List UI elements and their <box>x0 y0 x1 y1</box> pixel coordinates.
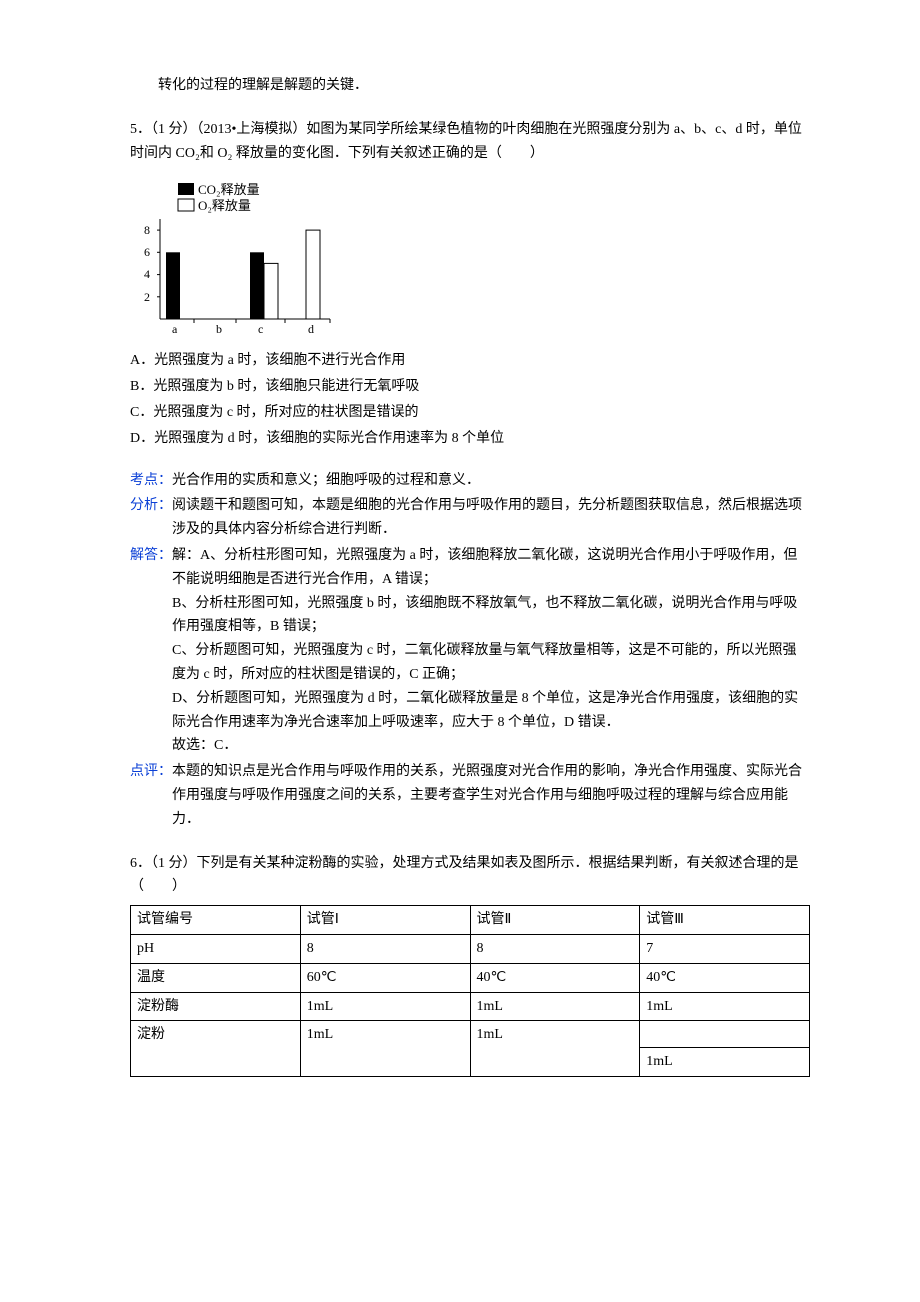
kaodian-body: 光合作用的实质和意义；细胞呼吸的过程和意义． <box>172 469 810 493</box>
cell: 8 <box>470 934 640 963</box>
q5-option-a: A．光照强度为 a 时，该细胞不进行光合作用 <box>130 349 810 373</box>
legend-swatch-co2 <box>178 183 194 195</box>
cell: 1mL <box>470 1021 640 1077</box>
prev-fragment: 转化的过程的理解是解题的关键． <box>130 74 810 98</box>
q5-dianping: 点评： 本题的知识点是光合作用与呼吸作用的关系，光照强度对光合作用的影响，净光合… <box>130 760 810 831</box>
fenxi-body: 阅读题干和题图可知，本题是细胞的光合作用与呼吸作用的题目，先分析题图获取信息，然… <box>172 494 810 542</box>
q5-jieda: 解答： 解：A、分析柱形图可知，光照强度为 a 时，该细胞释放二氧化碳，这说明光… <box>130 544 810 758</box>
cell: 淀粉 <box>131 1021 301 1077</box>
th-3: 试管Ⅲ <box>640 906 810 935</box>
table-row-header: 试管编号 试管Ⅰ 试管Ⅱ 试管Ⅲ <box>131 906 810 935</box>
q5-option-d: D．光照强度为 d 时，该细胞的实际光合作用速率为 8 个单位 <box>130 427 810 451</box>
cell: 1mL <box>640 1048 810 1077</box>
cell: 8 <box>300 934 470 963</box>
cell: 1mL <box>300 1021 470 1077</box>
q6-table-wrap: 试管编号 试管Ⅰ 试管Ⅱ 试管Ⅲ pH 8 8 7 温度 60℃ 40℃ 40℃ <box>130 905 810 1077</box>
table-row: 温度 60℃ 40℃ 40℃ <box>131 963 810 992</box>
cell: 40℃ <box>470 963 640 992</box>
cell: 1mL <box>300 992 470 1021</box>
cell: 淀粉酶 <box>131 992 301 1021</box>
q5-options: A．光照强度为 a 时，该细胞不进行光合作用 B．光照强度为 b 时，该细胞只能… <box>130 349 810 450</box>
question-5: 5．（1 分）（2013•上海模拟）如图为某同学所绘某绿色植物的叶肉细胞在光照强… <box>130 118 810 832</box>
q6-table: 试管编号 试管Ⅰ 试管Ⅱ 试管Ⅲ pH 8 8 7 温度 60℃ 40℃ 40℃ <box>130 905 810 1077</box>
cell: 1mL <box>640 992 810 1021</box>
jieda-line-2: C、分析题图可知，光照强度为 c 时，二氧化碳释放量与氧气释放量相等，这是不可能… <box>172 643 797 682</box>
cell <box>640 1021 810 1048</box>
cell: 温度 <box>131 963 301 992</box>
legend-label-o2: O₂释放量 <box>198 198 251 213</box>
bar-c-co2 <box>250 253 264 320</box>
table-row: 淀粉 1mL 1mL <box>131 1021 810 1048</box>
y-ticks: 2 4 6 8 <box>144 223 160 304</box>
ytick-6: 6 <box>144 245 150 259</box>
cell: 1mL <box>470 992 640 1021</box>
bar-c-o2 <box>264 264 278 320</box>
q5-kaodian: 考点： 光合作用的实质和意义；细胞呼吸的过程和意义． <box>130 469 810 493</box>
question-6: 6．（1 分）下列是有关某种淀粉酶的实验，处理方式及结果如表及图所示．根据结果判… <box>130 852 810 1078</box>
ytick-8: 8 <box>144 223 150 237</box>
q5-option-b: B．光照强度为 b 时，该细胞只能进行无氧呼吸 <box>130 375 810 399</box>
jieda-label: 解答： <box>130 544 172 758</box>
cell: pH <box>131 934 301 963</box>
jieda-line-3: D、分析题图可知，光照强度为 d 时，二氧化碳释放量是 8 个单位，这是净光合作… <box>172 691 798 730</box>
th-0: 试管编号 <box>131 906 301 935</box>
question-6-stem: 6．（1 分）下列是有关某种淀粉酶的实验，处理方式及结果如表及图所示．根据结果判… <box>130 852 810 900</box>
ytick-2: 2 <box>144 290 150 304</box>
table-row: 淀粉酶 1mL 1mL 1mL <box>131 992 810 1021</box>
fenxi-label: 分析： <box>130 494 172 542</box>
legend-swatch-o2 <box>178 199 194 211</box>
xcat-a: a <box>172 322 178 336</box>
bar-a-co2 <box>166 253 180 320</box>
spacer <box>130 453 810 467</box>
cell: 7 <box>640 934 810 963</box>
legend-label-co2: CO₂释放量 <box>198 182 260 197</box>
q5-chart: CO₂释放量 O₂释放量 2 4 6 8 <box>130 179 810 339</box>
jieda-line-1: B、分析柱形图可知，光照强度 b 时，该细胞既不释放氧气，也不释放二氧化碳，说明… <box>172 596 797 635</box>
dianping-body: 本题的知识点是光合作用与呼吸作用的关系，光照强度对光合作用的影响，净光合作用强度… <box>172 760 810 831</box>
bar-d-o2 <box>306 230 320 319</box>
q5-option-c: C．光照强度为 c 时，所对应的柱状图是错误的 <box>130 401 810 425</box>
table-row: pH 8 8 7 <box>131 934 810 963</box>
xcat-c: c <box>258 322 263 336</box>
cell: 60℃ <box>300 963 470 992</box>
jieda-line-0: 解：A、分析柱形图可知，光照强度为 a 时，该细胞释放二氧化碳，这说明光合作用小… <box>172 548 797 587</box>
th-1: 试管Ⅰ <box>300 906 470 935</box>
q5-fenxi: 分析： 阅读题干和题图可知，本题是细胞的光合作用与呼吸作用的题目，先分析题图获取… <box>130 494 810 542</box>
kaodian-label: 考点： <box>130 469 172 493</box>
th-2: 试管Ⅱ <box>470 906 640 935</box>
bar-chart-svg: CO₂释放量 O₂释放量 2 4 6 8 <box>130 179 340 339</box>
xcat-d: d <box>308 322 314 336</box>
ytick-4: 4 <box>144 267 150 281</box>
question-5-stem: 5．（1 分）（2013•上海模拟）如图为某同学所绘某绿色植物的叶肉细胞在光照强… <box>130 118 810 166</box>
jieda-body: 解：A、分析柱形图可知，光照强度为 a 时，该细胞释放二氧化碳，这说明光合作用小… <box>172 544 810 758</box>
jieda-line-4: 故选：C． <box>172 738 237 753</box>
cell: 40℃ <box>640 963 810 992</box>
x-ticks: a b c d <box>172 319 330 336</box>
xcat-b: b <box>216 322 222 336</box>
dianping-label: 点评： <box>130 760 172 831</box>
page: 转化的过程的理解是解题的关键． 5．（1 分）（2013•上海模拟）如图为某同学… <box>0 0 920 1302</box>
